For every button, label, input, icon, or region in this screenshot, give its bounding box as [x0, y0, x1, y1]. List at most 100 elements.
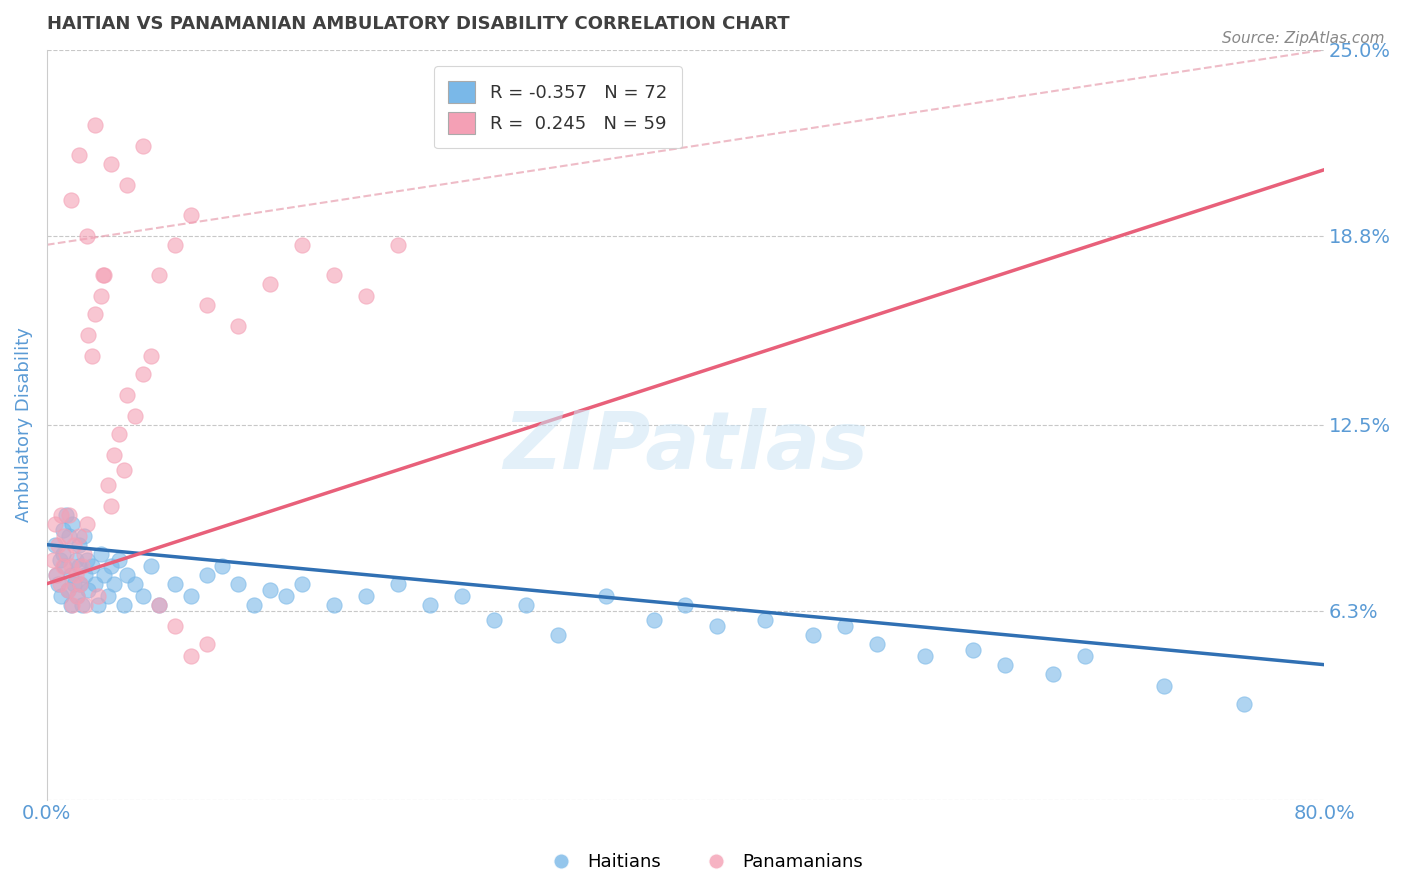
- Point: [75, 567, 97, 582]
- Point: [100, 157, 122, 171]
- Point: [56, 582, 79, 597]
- Point: [62, 516, 84, 531]
- Point: [48, 552, 70, 566]
- Point: [139, 558, 162, 573]
- Point: [107, 552, 129, 566]
- Point: [148, 598, 170, 612]
- Point: [754, 613, 776, 627]
- Point: [139, 349, 162, 363]
- Legend: R = -0.357   N = 72, R =  0.245   N = 59: R = -0.357 N = 72, R = 0.245 N = 59: [434, 66, 682, 148]
- Point: [124, 576, 146, 591]
- Point: [67, 538, 90, 552]
- Point: [93, 567, 115, 582]
- Point: [66, 589, 89, 603]
- Point: [148, 598, 170, 612]
- Point: [58, 508, 80, 522]
- Point: [70, 598, 93, 612]
- Point: [387, 237, 409, 252]
- Point: [59, 193, 82, 207]
- Point: [131, 138, 153, 153]
- Point: [72, 547, 94, 561]
- Point: [107, 426, 129, 441]
- Point: [90, 547, 112, 561]
- Point: [163, 618, 186, 632]
- Point: [76, 516, 98, 531]
- Point: [387, 576, 409, 591]
- Point: [595, 589, 617, 603]
- Point: [72, 529, 94, 543]
- Point: [66, 589, 89, 603]
- Point: [67, 148, 90, 162]
- Point: [51, 589, 73, 603]
- Point: [63, 538, 86, 552]
- Point: [451, 589, 474, 603]
- Point: [103, 576, 125, 591]
- Point: [52, 547, 75, 561]
- Point: [67, 529, 90, 543]
- Point: [131, 367, 153, 381]
- Point: [44, 516, 66, 531]
- Point: [55, 547, 77, 561]
- Point: [148, 268, 170, 282]
- Point: [115, 178, 138, 192]
- Point: [115, 567, 138, 582]
- Point: [83, 576, 105, 591]
- Point: [180, 208, 202, 222]
- Point: [65, 567, 87, 582]
- Point: [291, 576, 314, 591]
- Point: [59, 558, 82, 573]
- Point: [80, 349, 103, 363]
- Point: [354, 589, 377, 603]
- Point: [195, 567, 218, 582]
- Point: [59, 567, 82, 582]
- Text: ZIPatlas: ZIPatlas: [503, 409, 868, 486]
- Point: [228, 318, 250, 333]
- Point: [914, 648, 936, 663]
- Point: [994, 657, 1017, 672]
- Point: [1233, 697, 1256, 711]
- Point: [77, 582, 100, 597]
- Point: [83, 118, 105, 132]
- Point: [76, 552, 98, 566]
- Point: [195, 637, 218, 651]
- Point: [259, 277, 281, 291]
- Point: [228, 576, 250, 591]
- Point: [354, 289, 377, 303]
- Point: [1042, 666, 1064, 681]
- Point: [52, 523, 75, 537]
- Point: [259, 582, 281, 597]
- Point: [83, 307, 105, 321]
- Text: Source: ZipAtlas.com: Source: ZipAtlas.com: [1222, 31, 1385, 46]
- Point: [100, 499, 122, 513]
- Point: [67, 558, 90, 573]
- Point: [53, 558, 76, 573]
- Point: [46, 538, 69, 552]
- Point: [62, 598, 84, 612]
- Point: [76, 228, 98, 243]
- Point: [124, 409, 146, 423]
- Point: [91, 268, 114, 282]
- Legend: Haitians, Panamanians: Haitians, Panamanians: [536, 847, 870, 879]
- Point: [515, 598, 537, 612]
- Point: [77, 327, 100, 342]
- Point: [96, 589, 118, 603]
- Point: [163, 576, 186, 591]
- Point: [675, 598, 697, 612]
- Point: [45, 567, 67, 582]
- Point: [211, 558, 233, 573]
- Point: [45, 567, 67, 582]
- Point: [80, 558, 103, 573]
- Point: [52, 558, 75, 573]
- Point: [643, 613, 665, 627]
- Point: [180, 648, 202, 663]
- Point: [112, 598, 135, 612]
- Point: [115, 388, 138, 402]
- Point: [53, 529, 76, 543]
- Point: [801, 628, 824, 642]
- Point: [195, 298, 218, 312]
- Point: [103, 448, 125, 462]
- Point: [323, 598, 346, 612]
- Point: [63, 576, 86, 591]
- Point: [482, 613, 505, 627]
- Point: [163, 237, 186, 252]
